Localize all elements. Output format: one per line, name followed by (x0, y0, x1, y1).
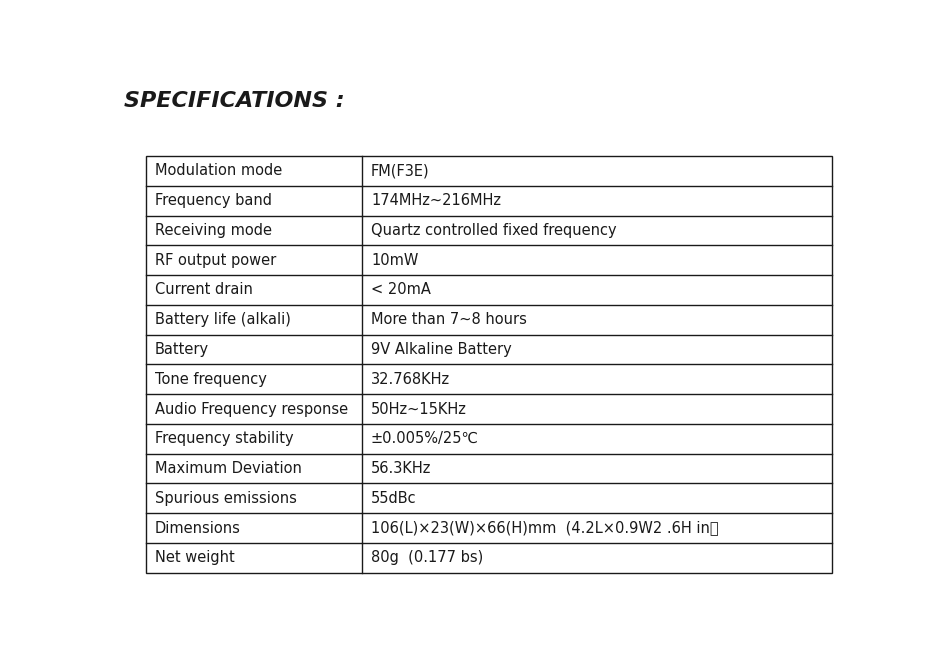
Text: FM(F3E): FM(F3E) (371, 164, 430, 179)
Text: More than 7~8 hours: More than 7~8 hours (371, 312, 527, 327)
Text: Maximum Deviation: Maximum Deviation (155, 461, 302, 476)
Text: Modulation mode: Modulation mode (155, 164, 282, 179)
Text: 56.3KHz: 56.3KHz (371, 461, 432, 476)
Text: Receiving mode: Receiving mode (155, 223, 272, 238)
Text: 80g  (0.177 bs): 80g (0.177 bs) (371, 550, 483, 565)
Text: 55dBc: 55dBc (371, 491, 417, 506)
Text: Tone frequency: Tone frequency (155, 372, 267, 387)
Text: ±0.005%/25℃: ±0.005%/25℃ (371, 432, 479, 447)
Text: SPECIFICATIONS :: SPECIFICATIONS : (124, 91, 345, 111)
Text: RF output power: RF output power (155, 253, 277, 268)
Text: 50Hz~15KHz: 50Hz~15KHz (371, 402, 467, 417)
Text: Frequency band: Frequency band (155, 193, 272, 208)
Text: 10mW: 10mW (371, 253, 419, 268)
Text: 9V Alkaline Battery: 9V Alkaline Battery (371, 342, 511, 357)
Text: Net weight: Net weight (155, 550, 235, 565)
Text: Dimensions: Dimensions (155, 520, 241, 535)
Text: Frequency stability: Frequency stability (155, 432, 294, 447)
Text: 32.768KHz: 32.768KHz (371, 372, 450, 387)
Text: Battery life (alkali): Battery life (alkali) (155, 312, 291, 327)
Text: < 20mA: < 20mA (371, 282, 431, 297)
Text: Battery: Battery (155, 342, 209, 357)
Text: Quartz controlled fixed frequency: Quartz controlled fixed frequency (371, 223, 616, 238)
Text: 106(L)×23(W)×66(H)mm  (4.2L×0.9W2 .6H in）: 106(L)×23(W)×66(H)mm (4.2L×0.9W2 .6H in） (371, 520, 719, 535)
Text: 174MHz~216MHz: 174MHz~216MHz (371, 193, 501, 208)
Text: Current drain: Current drain (155, 282, 253, 297)
Text: Audio Frequency response: Audio Frequency response (155, 402, 348, 417)
Text: Spurious emissions: Spurious emissions (155, 491, 297, 506)
